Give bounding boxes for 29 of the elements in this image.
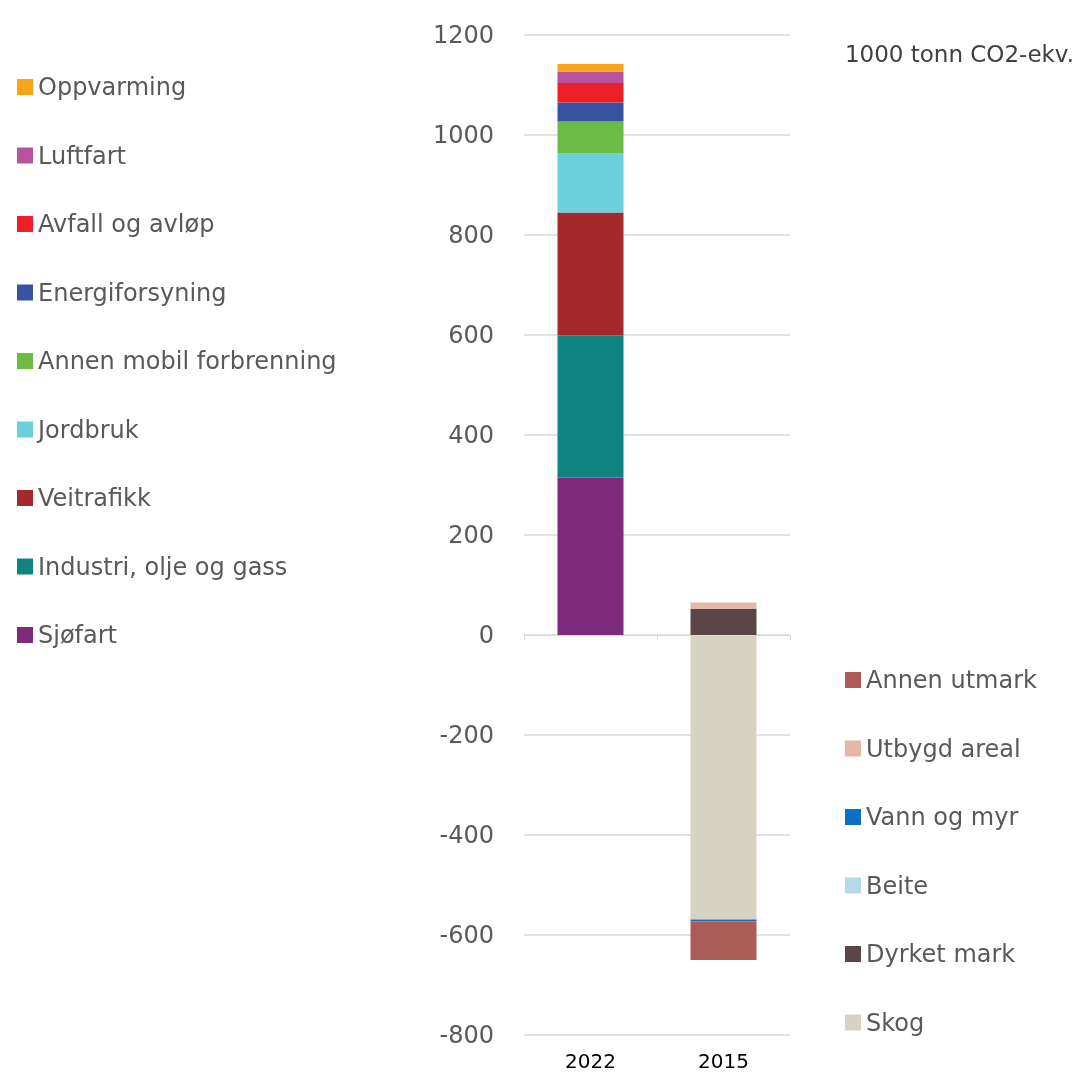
legend-label: Annen mobil forbrenning (38, 347, 337, 375)
y-tick-label: 0 (478, 621, 494, 649)
text: 1000 tonn CO2-ekv. (844, 40, 1075, 67)
legend-label: Energiforsyning (38, 278, 227, 307)
legend-label: Avfall og avløp (38, 210, 215, 238)
x-tick-label: 2015 (698, 1049, 749, 1073)
legend-label: Industri, olje og gass (38, 552, 288, 581)
y-tick-label: 600 (448, 321, 494, 349)
y-tick-label: 1000 (432, 121, 494, 149)
legend-label: Sjøfart (38, 621, 118, 649)
legend-label: Oppvarming (38, 73, 187, 101)
legend-label: Luftfart (38, 141, 127, 170)
legend-label: Veitrafikk (38, 484, 151, 512)
legend-label: Dyrket mark (866, 940, 1016, 968)
legend-label: Skog (866, 1008, 925, 1037)
x-tick-label: 2022 (565, 1049, 616, 1073)
y-tick-label: 400 (448, 421, 494, 449)
y-tick-label: -400 (439, 821, 494, 849)
y-tick-label: 800 (448, 221, 494, 249)
legend-label: Jordbruk (36, 415, 139, 444)
legend-label: Utbygd areal (866, 734, 1021, 763)
y-tick-label: -200 (439, 721, 494, 749)
y-tick-label: -600 (439, 921, 494, 949)
y-tick-label: 1200 (432, 21, 494, 49)
legend-label: Beite (866, 871, 929, 900)
legend-label: Annen utmark (866, 666, 1038, 694)
y-tick-label: -800 (439, 1021, 494, 1049)
legend-label: Vann og myr (866, 803, 1019, 831)
y-tick-label: 200 (448, 521, 494, 549)
